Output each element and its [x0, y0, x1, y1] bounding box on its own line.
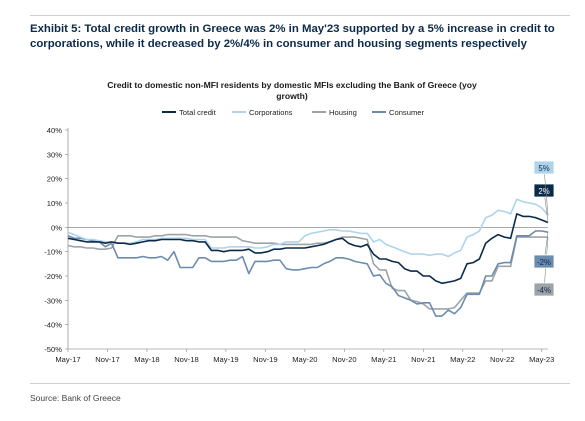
y-tick-label: 40%	[47, 126, 62, 135]
x-tick-label: Nov-18	[174, 355, 198, 364]
x-tick-label: Nov-20	[332, 355, 356, 364]
x-tick-label: May-19	[213, 355, 238, 364]
legend-label: Corporations	[249, 108, 293, 117]
y-tick-label: -50%	[44, 345, 62, 354]
y-tick-label: 30%	[47, 150, 62, 159]
end-label-box	[533, 183, 555, 198]
exhibit-title: Exhibit 5: Total credit growth in Greece…	[30, 23, 555, 50]
source-note: Source: Bank of Greece	[30, 393, 121, 403]
legend-label: Total credit	[179, 108, 217, 117]
top-rule	[30, 15, 570, 16]
y-tick-label: 10%	[47, 199, 62, 208]
x-tick-label: Nov-22	[490, 355, 514, 364]
x-tick-label: May-17	[55, 355, 80, 364]
end-label-box	[533, 254, 555, 269]
y-tick-label: -10%	[44, 248, 62, 257]
end-label: -4%	[537, 286, 551, 295]
end-label: -2%	[537, 258, 551, 267]
y-tick-label: -30%	[44, 296, 62, 305]
series-line-corporations	[67, 198, 549, 258]
end-label-leader	[543, 167, 549, 216]
chart-title: Credit to domestic non-MFI residents by …	[107, 80, 477, 101]
y-tick-label: -20%	[44, 272, 62, 281]
x-tick-label: May-21	[371, 355, 396, 364]
x-tick-label: Nov-19	[253, 355, 277, 364]
x-tick-label: Nov-21	[411, 355, 435, 364]
end-label: 2%	[538, 187, 549, 196]
x-tick-label: May-22	[450, 355, 475, 364]
end-label-box	[533, 282, 555, 297]
x-tick-label: May-18	[134, 355, 159, 364]
x-tick-label: May-23	[529, 355, 554, 364]
series-line-consumer	[67, 230, 549, 317]
y-tick-label: 20%	[47, 175, 62, 184]
y-tick-label: -40%	[44, 321, 62, 330]
legend-label: Consumer	[389, 108, 424, 117]
bottom-rule	[30, 383, 570, 384]
series-line-housing	[67, 233, 548, 310]
end-label: 5%	[538, 164, 549, 173]
legend-label: Housing	[329, 108, 357, 117]
end-label-box	[533, 160, 555, 175]
x-tick-label: May-20	[292, 355, 317, 364]
series-line-total-credit	[67, 213, 549, 285]
x-tick-label: Nov-17	[95, 355, 119, 364]
y-tick-label: 0%	[51, 223, 62, 232]
